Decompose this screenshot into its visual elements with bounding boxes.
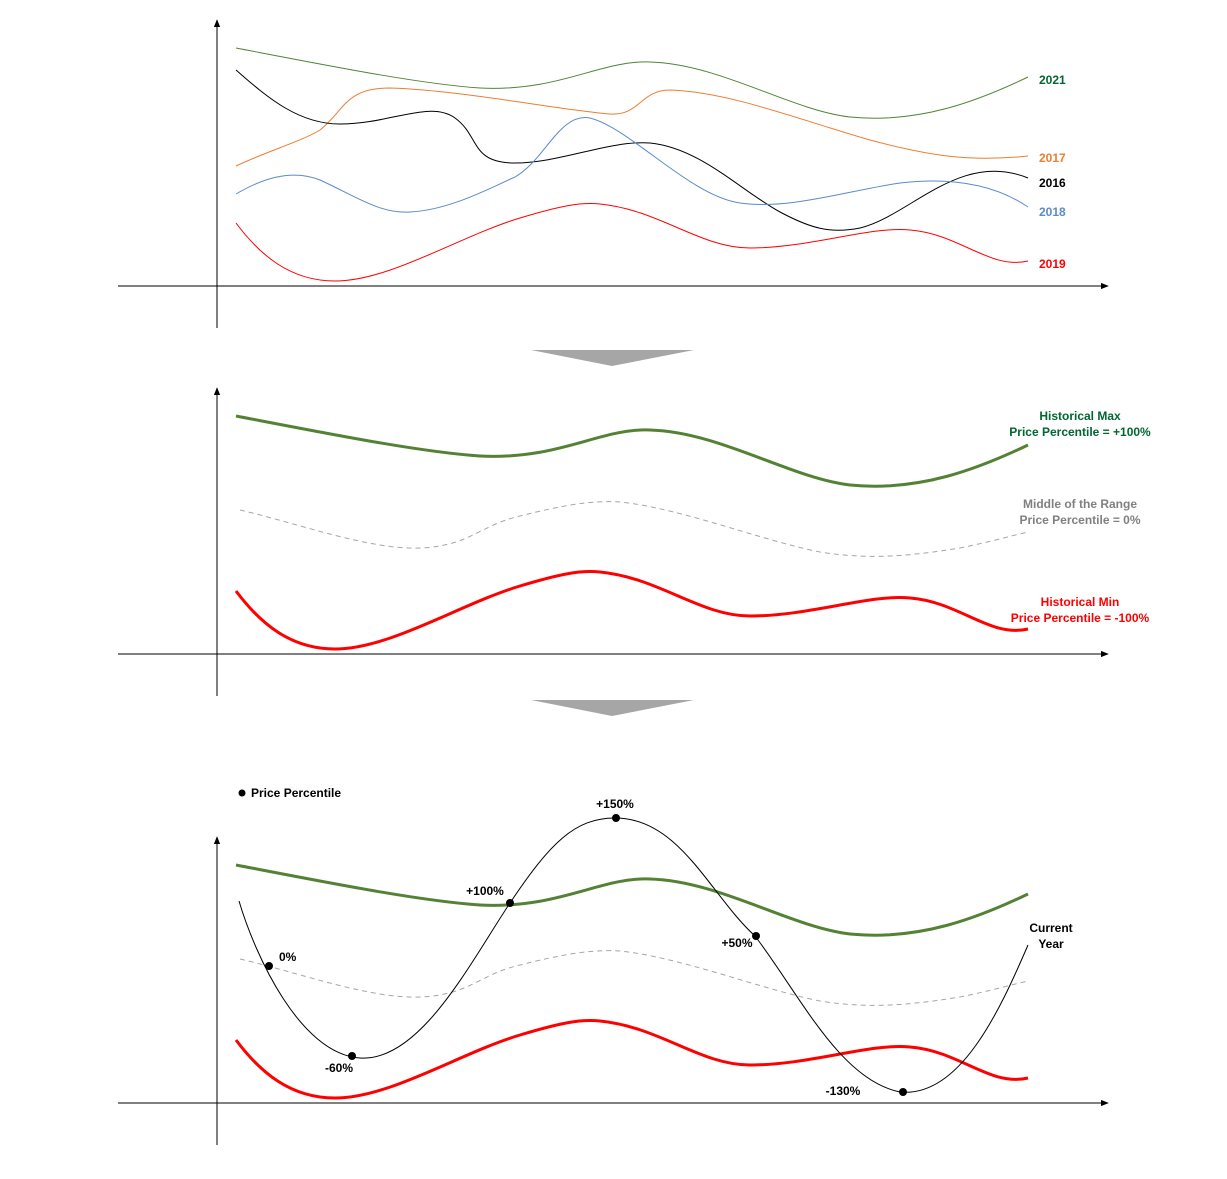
transition-arrow-1	[531, 350, 694, 366]
current-year-line	[238, 817, 1029, 1093]
transition-arrow-2	[531, 700, 694, 716]
historical-max-line	[235, 863, 1029, 937]
series-label-2017: 2017	[1039, 151, 1066, 165]
middle-range-line	[239, 950, 1029, 1006]
series-label-2016: 2016	[1039, 176, 1066, 190]
percentile-point-label: +100%	[466, 884, 504, 898]
percentile-point	[752, 932, 760, 940]
current-year-label-line1: Current	[1029, 921, 1072, 935]
historical-min-line	[234, 1019, 1029, 1100]
middle-range-label-line2: Price Percentile = 0%	[1019, 513, 1140, 527]
historical-max-label-line2: Price Percentile = +100%	[1009, 425, 1151, 439]
series-label-2019: 2019	[1039, 257, 1066, 271]
percentile-point-label: +150%	[596, 797, 634, 811]
current-year-label-line2: Year	[1038, 937, 1064, 951]
series-line-2018	[235, 117, 1029, 213]
percentile-point	[506, 899, 514, 907]
series-line-2017	[235, 87, 1029, 167]
historical-max-label-line1: Historical Max	[1039, 409, 1121, 423]
percentile-point-label: 0%	[279, 950, 297, 964]
percentile-point-label: +50%	[721, 936, 752, 950]
historical-min-label-line2: Price Percentile = -100%	[1011, 611, 1150, 625]
legend-label: Price Percentile	[251, 786, 341, 800]
historical-max-line	[235, 414, 1029, 488]
legend-dot-icon	[238, 789, 246, 797]
percentile-point	[265, 962, 273, 970]
panel-range-bounds: Historical Max Price Percentile = +100% …	[118, 387, 1151, 696]
panel-current-year-percentile: Price Percentile 0% -60% +100% +150% +50…	[118, 786, 1109, 1145]
percentile-point	[899, 1088, 907, 1096]
percentile-point	[348, 1052, 356, 1060]
percentile-point	[612, 814, 620, 822]
percentile-point-label: -60%	[325, 1061, 353, 1075]
percentile-point-label: -130%	[826, 1084, 861, 1098]
middle-range-line	[239, 501, 1029, 557]
series-label-2021: 2021	[1039, 73, 1066, 87]
middle-range-label-line1: Middle of the Range	[1023, 497, 1137, 511]
panel-historical-years: 2021 2017 2016 2018 2019	[118, 19, 1109, 328]
series-line-2021	[235, 47, 1029, 119]
historical-min-line	[234, 570, 1029, 651]
series-line-2019	[235, 203, 1029, 282]
series-label-2018: 2018	[1039, 205, 1066, 219]
series-line-2016	[235, 69, 1029, 231]
historical-min-label-line1: Historical Min	[1041, 595, 1120, 609]
